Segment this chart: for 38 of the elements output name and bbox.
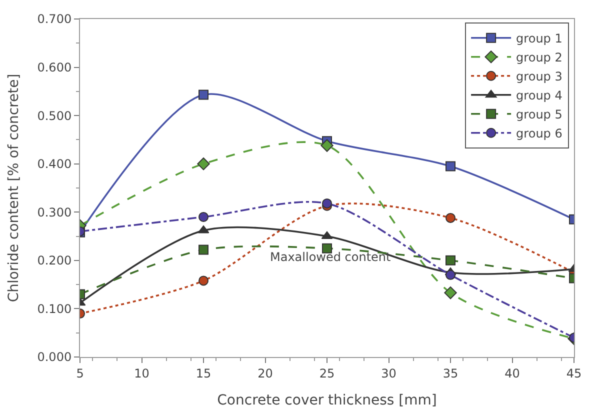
point (446, 270, 456, 280)
point (322, 198, 332, 208)
point (446, 161, 456, 172)
point (198, 244, 208, 255)
point (198, 90, 208, 100)
point (446, 255, 456, 266)
y-tick-label: 0.500 (37, 108, 72, 123)
point (444, 286, 457, 300)
x-tick-label: 30 (381, 366, 396, 380)
y-tick-label: 0.700 (37, 12, 72, 26)
legend-label: group 4 (516, 88, 562, 103)
x-tick-label: 45 (566, 366, 582, 380)
x-tick-label: 35 (442, 366, 458, 380)
x-tick-label: 40 (504, 366, 520, 380)
annotation: Maxallowed content (270, 250, 392, 264)
legend-label: group 2 (516, 50, 562, 65)
y-tick-label: 0.400 (37, 157, 72, 172)
point (446, 212, 456, 223)
x-tick-label: 5 (76, 366, 84, 380)
point (320, 139, 334, 152)
legend-label: group 1 (516, 32, 562, 46)
point (198, 212, 208, 222)
legend-label: group 3 (516, 70, 562, 84)
x-tick-label: 25 (319, 366, 335, 380)
y-tick-label: 0.200 (37, 254, 72, 268)
x-tick-label: 10 (134, 366, 150, 380)
y-tick-label: 0.000 (37, 350, 72, 364)
point (198, 276, 208, 286)
y-tick-label: 0.100 (37, 302, 72, 316)
legend-label: group 5 (516, 108, 562, 122)
legend-label: group 6 (516, 126, 562, 141)
y-axis-title: Chloride content [% of concrete] (6, 74, 22, 302)
x-axis-title: Concrete cover thickness [mm] (217, 392, 437, 409)
x-tick-label: 15 (196, 366, 212, 380)
y-tick-label: 0.600 (37, 60, 72, 74)
point (197, 158, 210, 170)
x-tick-label: 20 (258, 366, 273, 380)
y-tick-label: 0.300 (37, 205, 72, 220)
